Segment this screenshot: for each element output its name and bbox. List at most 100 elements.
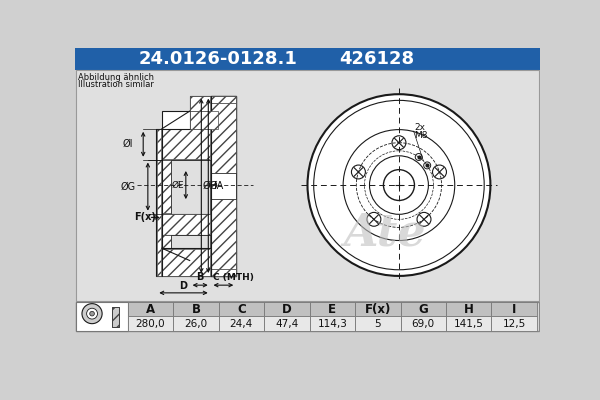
Text: Abbildung ähnlich: Abbildung ähnlich — [78, 74, 154, 82]
Text: 280,0: 280,0 — [136, 319, 165, 329]
Bar — [162, 160, 211, 214]
Text: G: G — [418, 302, 428, 316]
Circle shape — [306, 93, 492, 278]
Bar — [162, 248, 210, 276]
Text: 24.0126-0128.1: 24.0126-0128.1 — [139, 50, 298, 68]
Bar — [190, 261, 210, 276]
Bar — [157, 129, 161, 276]
Bar — [162, 235, 211, 248]
Polygon shape — [162, 111, 190, 129]
Bar — [128, 316, 173, 331]
Text: 5: 5 — [374, 319, 381, 329]
Circle shape — [370, 156, 428, 214]
Text: B: B — [191, 302, 200, 316]
Bar — [264, 316, 310, 331]
Bar — [211, 96, 236, 276]
Bar — [173, 302, 218, 316]
Bar — [112, 307, 119, 327]
Text: H: H — [464, 302, 473, 316]
Text: ØH: ØH — [203, 181, 218, 191]
Bar — [211, 96, 236, 103]
Bar — [211, 172, 236, 199]
Circle shape — [90, 311, 94, 316]
Text: 26,0: 26,0 — [184, 319, 208, 329]
Bar — [162, 214, 211, 235]
Circle shape — [308, 94, 490, 276]
Bar — [75, 48, 540, 70]
Bar — [310, 316, 355, 331]
Text: 2x: 2x — [415, 123, 425, 132]
Bar — [211, 103, 236, 172]
Bar — [162, 236, 172, 248]
Text: F(x): F(x) — [134, 212, 156, 222]
Bar — [446, 316, 491, 331]
Text: F(x): F(x) — [365, 302, 391, 316]
Text: ØA: ØA — [210, 181, 224, 191]
Circle shape — [343, 130, 455, 240]
Circle shape — [392, 136, 406, 150]
Bar — [446, 302, 491, 316]
Bar — [218, 316, 264, 331]
Bar — [218, 302, 264, 316]
Circle shape — [433, 165, 446, 179]
Bar — [112, 307, 119, 327]
Bar — [173, 316, 218, 331]
Bar — [190, 96, 211, 111]
Text: 24,4: 24,4 — [230, 319, 253, 329]
Text: I: I — [512, 302, 517, 316]
Bar — [172, 160, 210, 214]
Text: C: C — [237, 302, 246, 316]
Text: A: A — [146, 302, 155, 316]
Bar — [162, 214, 210, 235]
Bar — [190, 96, 210, 111]
Circle shape — [415, 154, 422, 160]
Bar — [157, 129, 162, 276]
Circle shape — [417, 212, 431, 226]
Circle shape — [82, 304, 102, 324]
Text: 12,5: 12,5 — [503, 319, 526, 329]
Text: D: D — [179, 280, 187, 290]
Bar — [162, 248, 211, 276]
Text: 114,3: 114,3 — [317, 319, 347, 329]
Circle shape — [86, 308, 97, 319]
Text: 426128: 426128 — [340, 50, 415, 68]
Bar — [491, 302, 537, 316]
Text: C (MTH): C (MTH) — [213, 273, 254, 282]
Bar — [355, 302, 401, 316]
Text: M8: M8 — [415, 130, 428, 140]
Bar — [76, 302, 539, 331]
Bar — [401, 302, 446, 316]
Text: 141,5: 141,5 — [454, 319, 484, 329]
Bar — [190, 260, 211, 276]
Bar — [401, 316, 446, 331]
Bar — [355, 316, 401, 331]
Text: ØE: ØE — [172, 180, 184, 190]
Bar — [162, 129, 210, 159]
Text: 47,4: 47,4 — [275, 319, 298, 329]
Circle shape — [314, 100, 484, 270]
Text: E: E — [328, 302, 336, 316]
Bar — [76, 70, 539, 300]
Text: ØG: ØG — [121, 182, 136, 192]
Text: 69,0: 69,0 — [412, 319, 435, 329]
Bar — [190, 111, 218, 129]
Bar — [264, 302, 310, 316]
Bar — [128, 302, 173, 316]
Bar — [76, 302, 128, 331]
Text: Illustration similar: Illustration similar — [78, 80, 154, 89]
Bar — [310, 302, 355, 316]
Circle shape — [352, 165, 365, 179]
Text: Ate: Ate — [344, 211, 427, 254]
Bar — [162, 160, 172, 213]
Bar — [211, 269, 236, 276]
Circle shape — [367, 212, 381, 226]
Bar — [172, 235, 210, 248]
Text: ØI: ØI — [122, 139, 133, 149]
Bar — [211, 199, 236, 269]
Bar — [162, 129, 211, 160]
Circle shape — [383, 170, 415, 200]
Circle shape — [424, 162, 431, 169]
Text: B: B — [196, 272, 204, 282]
Bar — [491, 316, 537, 331]
Text: D: D — [282, 302, 292, 316]
